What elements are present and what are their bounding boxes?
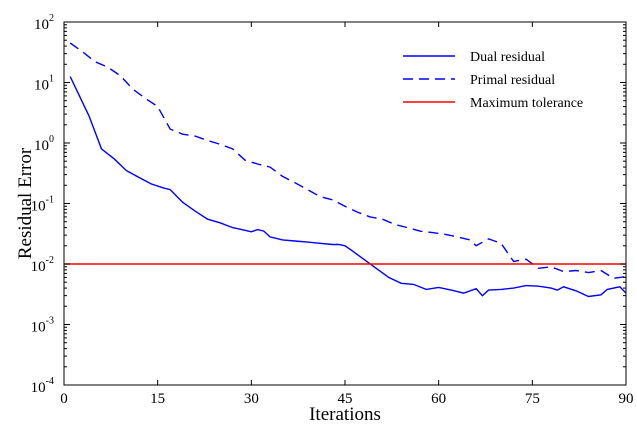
y-tick-label: 101 [34, 74, 54, 94]
y-tick-label: 10-2 [31, 255, 54, 275]
x-tick-label: 45 [338, 391, 353, 407]
series-line-dual-residual [69, 76, 627, 298]
x-tick-label: 30 [244, 391, 259, 407]
y-axis-title: Residual Error [15, 147, 36, 259]
x-tick-label: 75 [525, 391, 540, 407]
x-axis-title: Iterations [309, 404, 381, 425]
y-tick-label: 10-1 [31, 195, 54, 215]
y-tick-label: 10-3 [31, 316, 54, 336]
legend-label: Primal residual [470, 73, 555, 88]
legend-label: Maximum tolerance [470, 96, 583, 111]
x-tick-label: 60 [431, 391, 446, 407]
x-tick-label: 15 [150, 391, 165, 407]
series-layer [64, 42, 627, 298]
x-tick-label: 90 [619, 391, 634, 407]
legend-label: Dual residual [470, 50, 545, 65]
x-tick-label: 0 [60, 391, 68, 407]
y-tick-label: 100 [34, 134, 54, 154]
ticks-layer: 0 15 30 45 60 75 90 102 101 100 10-1 10-2 10-3 10-4 [31, 13, 634, 407]
y-tick-label: 102 [34, 13, 54, 33]
legend: Dual residual Primal residual Maximum tole… [403, 50, 583, 111]
y-tick-label: 10-4 [31, 376, 54, 396]
